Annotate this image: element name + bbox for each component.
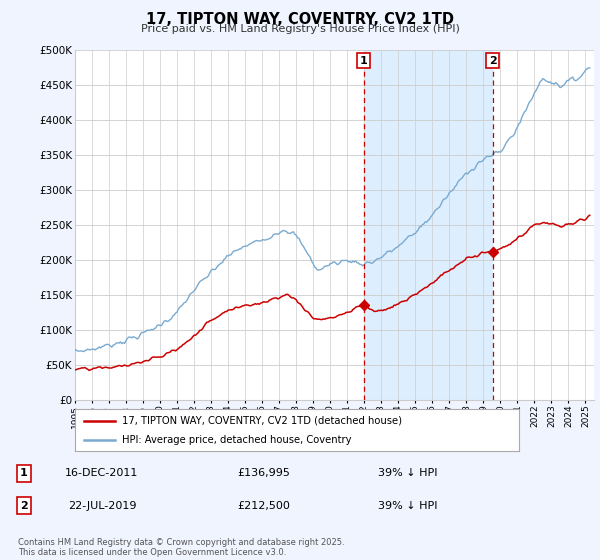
Text: 22-JUL-2019: 22-JUL-2019 (68, 501, 136, 511)
Text: 39% ↓ HPI: 39% ↓ HPI (378, 501, 438, 511)
Text: 2: 2 (489, 55, 497, 66)
Text: 16-DEC-2011: 16-DEC-2011 (65, 468, 139, 478)
Text: 1: 1 (359, 55, 367, 66)
Text: 39% ↓ HPI: 39% ↓ HPI (378, 468, 438, 478)
Text: 17, TIPTON WAY, COVENTRY, CV2 1TD: 17, TIPTON WAY, COVENTRY, CV2 1TD (146, 12, 454, 27)
Text: £212,500: £212,500 (238, 501, 290, 511)
Text: Price paid vs. HM Land Registry's House Price Index (HPI): Price paid vs. HM Land Registry's House … (140, 24, 460, 34)
Text: 17, TIPTON WAY, COVENTRY, CV2 1TD (detached house): 17, TIPTON WAY, COVENTRY, CV2 1TD (detac… (122, 416, 401, 426)
Text: HPI: Average price, detached house, Coventry: HPI: Average price, detached house, Cove… (122, 435, 351, 445)
Text: £136,995: £136,995 (238, 468, 290, 478)
Text: 1: 1 (20, 468, 28, 478)
Text: Contains HM Land Registry data © Crown copyright and database right 2025.
This d: Contains HM Land Registry data © Crown c… (18, 538, 344, 557)
Text: 2: 2 (20, 501, 28, 511)
